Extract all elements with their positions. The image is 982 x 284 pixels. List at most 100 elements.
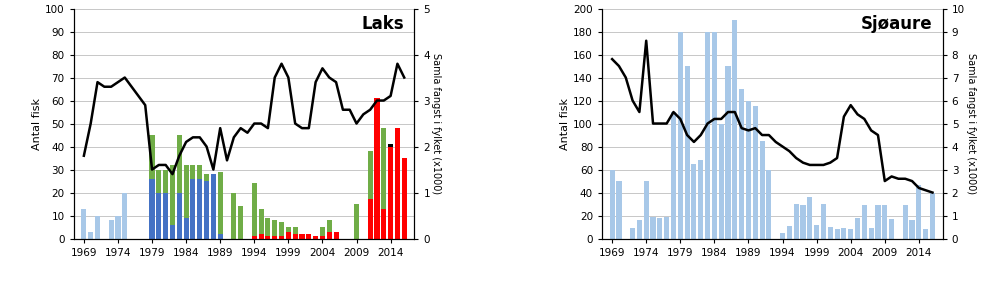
Bar bbox=[218, 234, 223, 239]
Bar bbox=[875, 205, 881, 239]
Bar bbox=[265, 236, 270, 239]
Y-axis label: Samla fangst i fylket (x1000): Samla fangst i fylket (x1000) bbox=[431, 53, 441, 194]
Bar bbox=[367, 199, 373, 239]
Bar bbox=[882, 205, 888, 239]
Bar bbox=[842, 228, 846, 239]
Bar bbox=[251, 183, 257, 239]
Bar bbox=[327, 220, 332, 239]
Bar bbox=[374, 202, 379, 239]
Bar bbox=[286, 232, 291, 239]
Bar bbox=[889, 219, 895, 239]
Bar bbox=[733, 20, 737, 239]
Bar bbox=[313, 236, 318, 239]
Y-axis label: Antal fisk: Antal fisk bbox=[561, 97, 571, 150]
Bar bbox=[327, 232, 332, 239]
Bar bbox=[191, 165, 195, 179]
Bar bbox=[381, 128, 386, 239]
Bar bbox=[746, 101, 751, 239]
Bar bbox=[251, 236, 257, 239]
Bar bbox=[184, 218, 189, 239]
Bar bbox=[191, 179, 195, 239]
Bar bbox=[374, 98, 379, 239]
Bar bbox=[712, 32, 717, 239]
Bar bbox=[156, 170, 161, 193]
Bar bbox=[334, 232, 339, 239]
Bar bbox=[684, 66, 689, 239]
Bar bbox=[691, 164, 696, 239]
Bar bbox=[300, 234, 304, 239]
Bar bbox=[902, 205, 907, 239]
Bar bbox=[109, 220, 114, 239]
Bar bbox=[787, 226, 791, 239]
Bar bbox=[848, 229, 853, 239]
Bar bbox=[177, 193, 182, 239]
Bar bbox=[184, 165, 189, 218]
Bar bbox=[272, 236, 277, 239]
Bar bbox=[163, 170, 168, 193]
Bar bbox=[650, 217, 656, 239]
Bar bbox=[116, 216, 121, 239]
Bar bbox=[258, 209, 263, 239]
Bar bbox=[149, 135, 154, 179]
Bar bbox=[306, 234, 311, 239]
Bar bbox=[388, 144, 393, 147]
Bar bbox=[617, 181, 622, 239]
Bar bbox=[388, 149, 393, 239]
Bar bbox=[354, 204, 359, 239]
Bar bbox=[197, 165, 202, 179]
Text: Sjøaure: Sjøaure bbox=[861, 15, 933, 34]
Bar bbox=[923, 229, 928, 239]
Bar bbox=[320, 227, 325, 239]
Bar bbox=[395, 156, 400, 239]
Bar bbox=[402, 158, 407, 239]
Bar bbox=[855, 218, 860, 239]
Bar bbox=[800, 205, 805, 239]
Bar bbox=[204, 181, 209, 239]
Bar bbox=[279, 222, 284, 239]
Bar bbox=[95, 216, 100, 239]
Bar bbox=[265, 218, 270, 239]
Bar bbox=[197, 179, 202, 239]
Bar bbox=[300, 234, 304, 239]
Bar bbox=[218, 172, 223, 234]
Bar bbox=[177, 135, 182, 193]
Bar bbox=[814, 225, 819, 239]
Bar bbox=[828, 227, 833, 239]
Bar bbox=[388, 147, 393, 239]
Bar bbox=[807, 197, 812, 239]
Bar bbox=[909, 220, 914, 239]
Bar bbox=[698, 160, 703, 239]
Bar bbox=[204, 174, 209, 181]
Bar bbox=[664, 217, 669, 239]
Bar bbox=[835, 229, 840, 239]
Bar bbox=[211, 174, 216, 239]
Bar bbox=[238, 206, 244, 239]
Bar bbox=[320, 236, 325, 239]
Bar bbox=[753, 106, 758, 239]
Bar bbox=[630, 228, 635, 239]
Bar bbox=[258, 234, 263, 239]
Bar bbox=[381, 209, 386, 239]
Bar bbox=[719, 124, 724, 239]
Y-axis label: Samla fangst i fylket (x1000): Samla fangst i fylket (x1000) bbox=[966, 53, 976, 194]
Bar bbox=[163, 193, 168, 239]
Y-axis label: Antal fisk: Antal fisk bbox=[32, 97, 42, 150]
Bar bbox=[279, 236, 284, 239]
Bar bbox=[170, 165, 175, 225]
Bar bbox=[272, 220, 277, 239]
Bar bbox=[286, 227, 291, 239]
Bar bbox=[637, 220, 642, 239]
Bar bbox=[170, 225, 175, 239]
Bar bbox=[766, 170, 772, 239]
Bar bbox=[306, 234, 311, 239]
Bar bbox=[671, 112, 676, 239]
Bar bbox=[678, 32, 682, 239]
Bar bbox=[293, 234, 298, 239]
Bar bbox=[88, 232, 93, 239]
Bar bbox=[156, 193, 161, 239]
Bar bbox=[869, 228, 874, 239]
Bar bbox=[149, 179, 154, 239]
Bar bbox=[793, 204, 798, 239]
Bar bbox=[739, 89, 744, 239]
Bar bbox=[367, 151, 373, 239]
